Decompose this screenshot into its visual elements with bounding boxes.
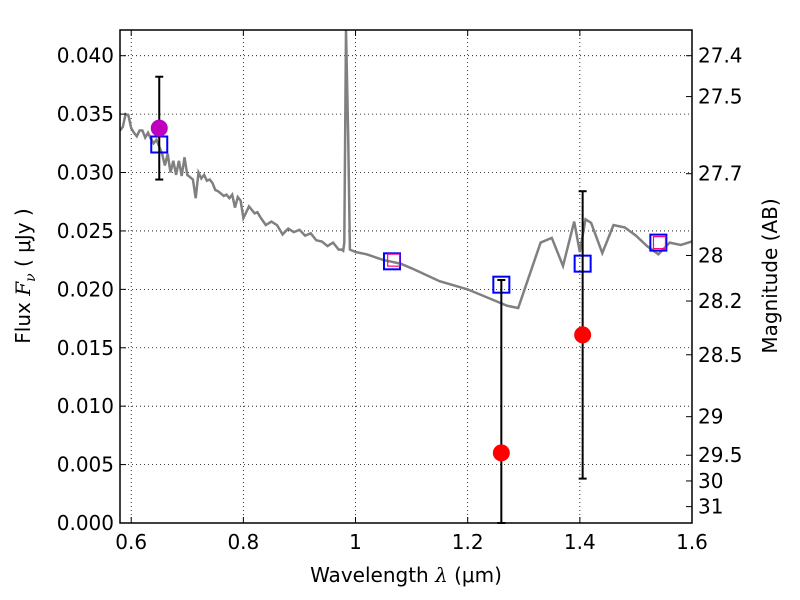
right-tick-label: 27.7 [698,162,743,186]
y-tick-label: 0.010 [57,394,114,418]
right-tick-label: 28 [698,243,723,267]
x-tick-label: 1.2 [452,530,484,554]
magenta-square-marker [387,253,401,267]
y-tick-label: 0.025 [57,219,114,243]
y-tick-label: 0.035 [57,102,114,126]
spectrum-line [120,30,692,310]
model-square-marker [649,233,668,252]
x-tick-label: 1.4 [564,530,596,554]
series-layer [120,30,692,524]
right-tick-label: 31 [698,495,723,519]
right-tick-label: 27.5 [698,85,743,109]
x-tick-label: 1.6 [676,530,708,554]
y-axis-label-right: Magnitude (AB) [758,198,782,353]
x-tick-label: 1 [349,530,362,554]
y-tick-label: 0.030 [57,161,114,185]
observed-flux-point [492,444,510,462]
right-tick-label: 27.4 [698,44,743,68]
right-tick-label: 29.5 [698,443,743,467]
y-tick-label: 0.000 [57,511,114,535]
x-tick-label: 0.6 [115,530,147,554]
right-tick-label: 29 [698,405,723,429]
observed-flux-point [150,119,168,137]
right-tick-label: 28.5 [698,343,743,367]
observed-flux-point [574,326,592,344]
right-tick-label: 28.2 [698,289,743,313]
x-tick-label: 0.8 [227,530,259,554]
magenta-square-marker [652,236,667,250]
right-tick-label: 30 [698,469,723,493]
grid [120,30,692,523]
y-tick-label: 0.040 [57,44,114,68]
y-tick-label: 0.020 [57,277,114,301]
x-axis-label: Wavelength λ (μm) [310,563,502,587]
y-tick-label: 0.005 [57,453,114,477]
y-tick-label: 0.015 [57,336,114,360]
y-axis-label-left: Flux Fν ( μJy ) [11,208,39,343]
ticks: 0.6 0.8 1 1.2 1.4 1.6 0.000 0.005 0.010 0.015 0.02… [57,30,743,554]
plot-frame [119,29,693,524]
